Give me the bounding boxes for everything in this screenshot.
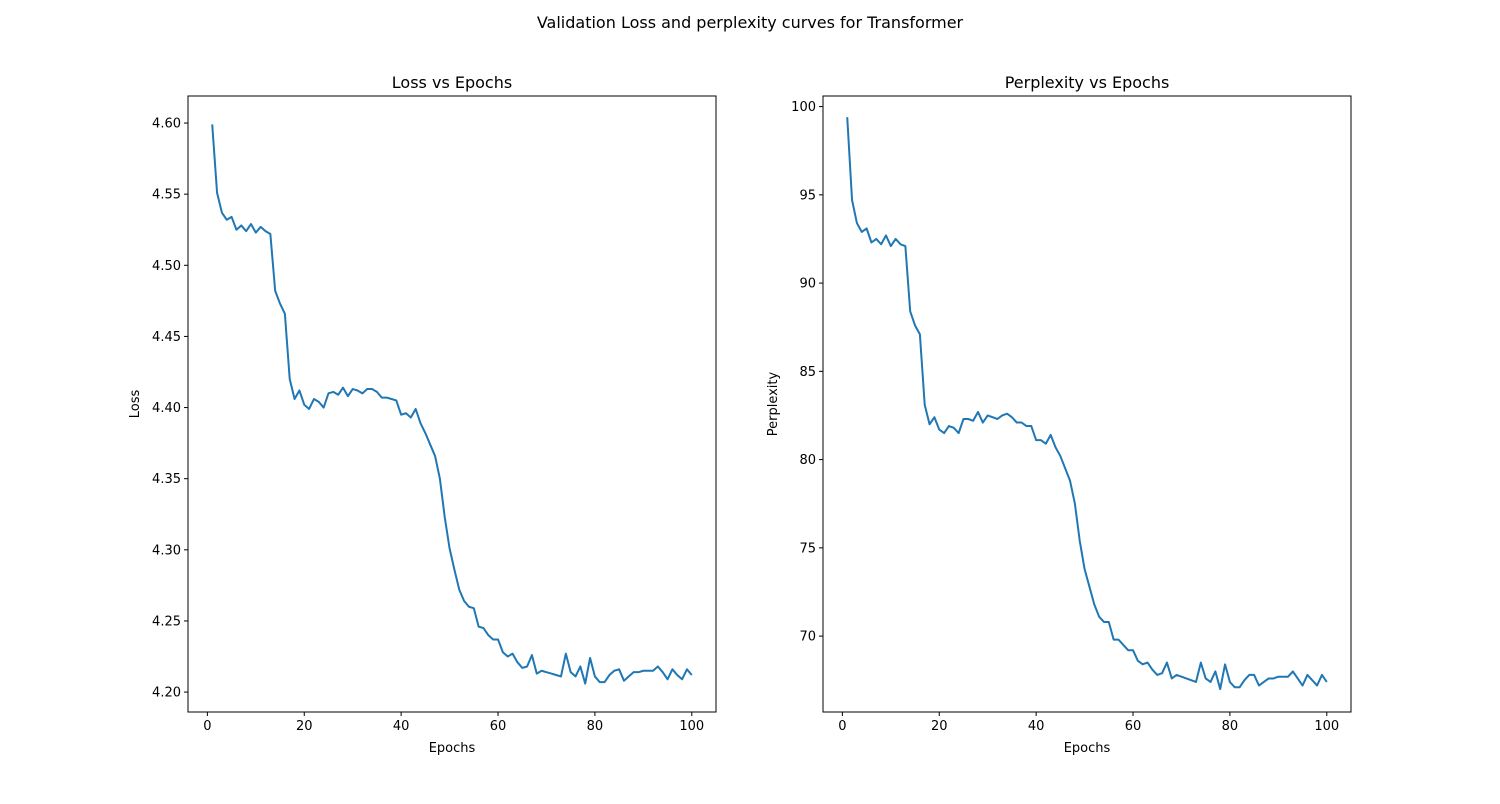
x-axis-label: Epochs — [1064, 741, 1111, 756]
axes-frame-1 — [187, 95, 717, 713]
chart-title: Perplexity vs Epochs — [1005, 73, 1170, 92]
x-tick-label: 40 — [393, 719, 410, 734]
x-tick-label: 20 — [296, 719, 313, 734]
y-tick-label: 4.60 — [152, 117, 181, 132]
x-tick-label: 40 — [1028, 719, 1045, 734]
x-tick-label: 80 — [1222, 719, 1239, 734]
x-tick-label: 0 — [203, 719, 211, 734]
y-axis-label: Loss — [128, 390, 143, 419]
y-tick-label: 70 — [799, 630, 816, 645]
series-line — [846, 117, 1328, 691]
series-line — [211, 124, 693, 685]
y-tick-label: 95 — [799, 188, 816, 203]
y-tick-label: 4.50 — [152, 259, 181, 274]
y-tick-label: 80 — [799, 453, 816, 468]
y-tick-label: 4.30 — [152, 543, 181, 558]
chart-title: Loss vs Epochs — [392, 73, 512, 92]
x-tick-label: 0 — [838, 719, 846, 734]
y-tick-label: 4.45 — [152, 330, 181, 345]
y-tick-label: 4.40 — [152, 401, 181, 416]
x-tick-label: 60 — [1125, 719, 1142, 734]
x-tick-label: 80 — [587, 719, 604, 734]
x-axis-label: Epochs — [429, 741, 476, 756]
y-tick-label: 4.25 — [152, 614, 181, 629]
y-tick-label: 4.55 — [152, 188, 181, 203]
x-tick-label: 100 — [679, 719, 704, 734]
x-tick-label: 60 — [490, 719, 507, 734]
y-tick-label: 90 — [799, 277, 816, 292]
figure-suptitle: Validation Loss and perplexity curves fo… — [536, 13, 964, 32]
y-tick-label: 100 — [791, 100, 816, 115]
axes-frame-2 — [822, 95, 1352, 713]
x-tick-label: 20 — [931, 719, 948, 734]
y-tick-label: 4.20 — [152, 686, 181, 701]
x-tick-label: 100 — [1314, 719, 1339, 734]
y-tick-label: 85 — [799, 365, 816, 380]
y-tick-label: 75 — [799, 541, 816, 556]
y-axis-label: Perplexity — [766, 371, 781, 436]
y-tick-label: 4.35 — [152, 472, 181, 487]
